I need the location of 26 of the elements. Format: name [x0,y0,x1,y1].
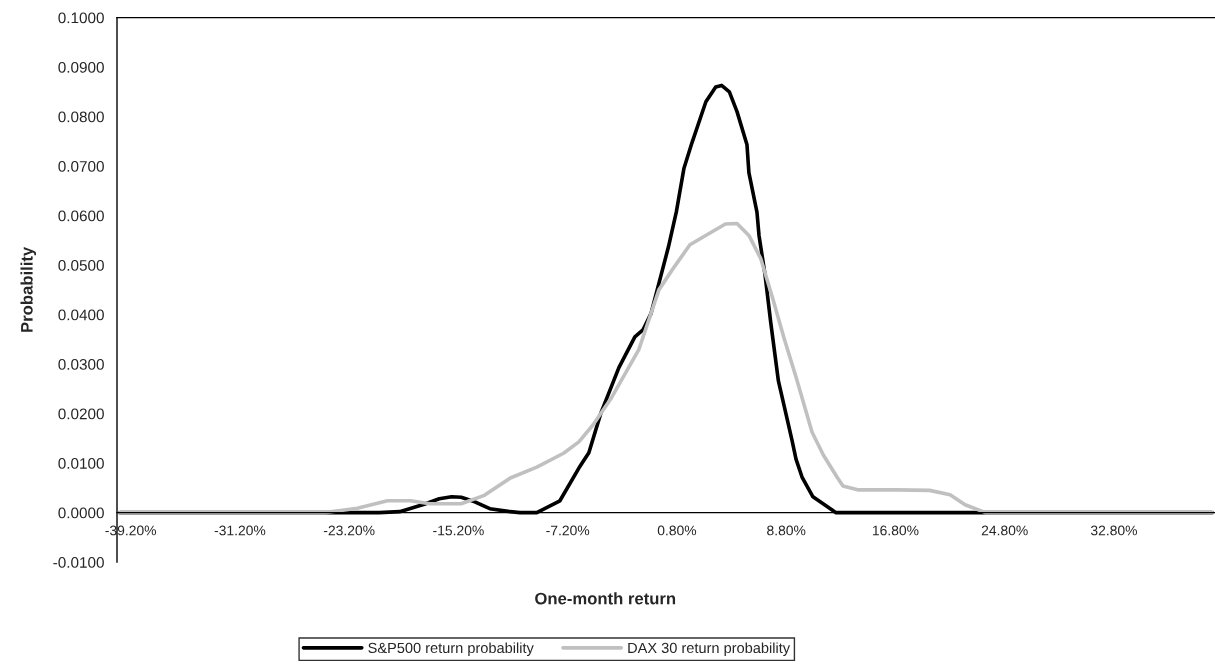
y-tick-label: 0.0100 [58,458,104,469]
y-tick-label: 0.0500 [58,259,104,271]
x-tick-label: -31.20% [214,525,266,536]
y-tick-label: 0.0200 [58,408,104,420]
x-tick-label: 24.80% [981,525,1028,536]
x-tick-label: 8.80% [767,525,806,536]
x-tick-label: -7.20% [546,525,590,536]
y-tick-label: 0.0400 [58,309,104,321]
y-tick-label: 0.0000 [58,507,104,519]
y-tick-label: 0.0800 [58,111,104,123]
y-tick-label: 0.0600 [58,210,104,222]
legend-label: S&P500 return probability [368,642,534,656]
x-tick-label: 0.80% [657,525,697,536]
x-tick-label: -15.20% [433,525,484,536]
legend-label: DAX 30 return probability [628,642,791,656]
x-axis-title: One-month return [535,592,676,605]
x-tick-label: -23.20% [323,525,375,536]
x-tick-label: 32.80% [1090,525,1137,536]
y-tick-label: 0.0700 [58,160,104,172]
y-tick-label: 0.1000 [58,12,104,24]
x-tick-label: 16.80% [872,525,919,536]
y-tick-label: -0.0100 [53,557,104,568]
y-axis-title: Probability [20,246,37,332]
line-series [117,221,1215,515]
y-tick-label: 0.0300 [58,359,104,370]
y-tick-label: 0.0900 [58,61,104,73]
